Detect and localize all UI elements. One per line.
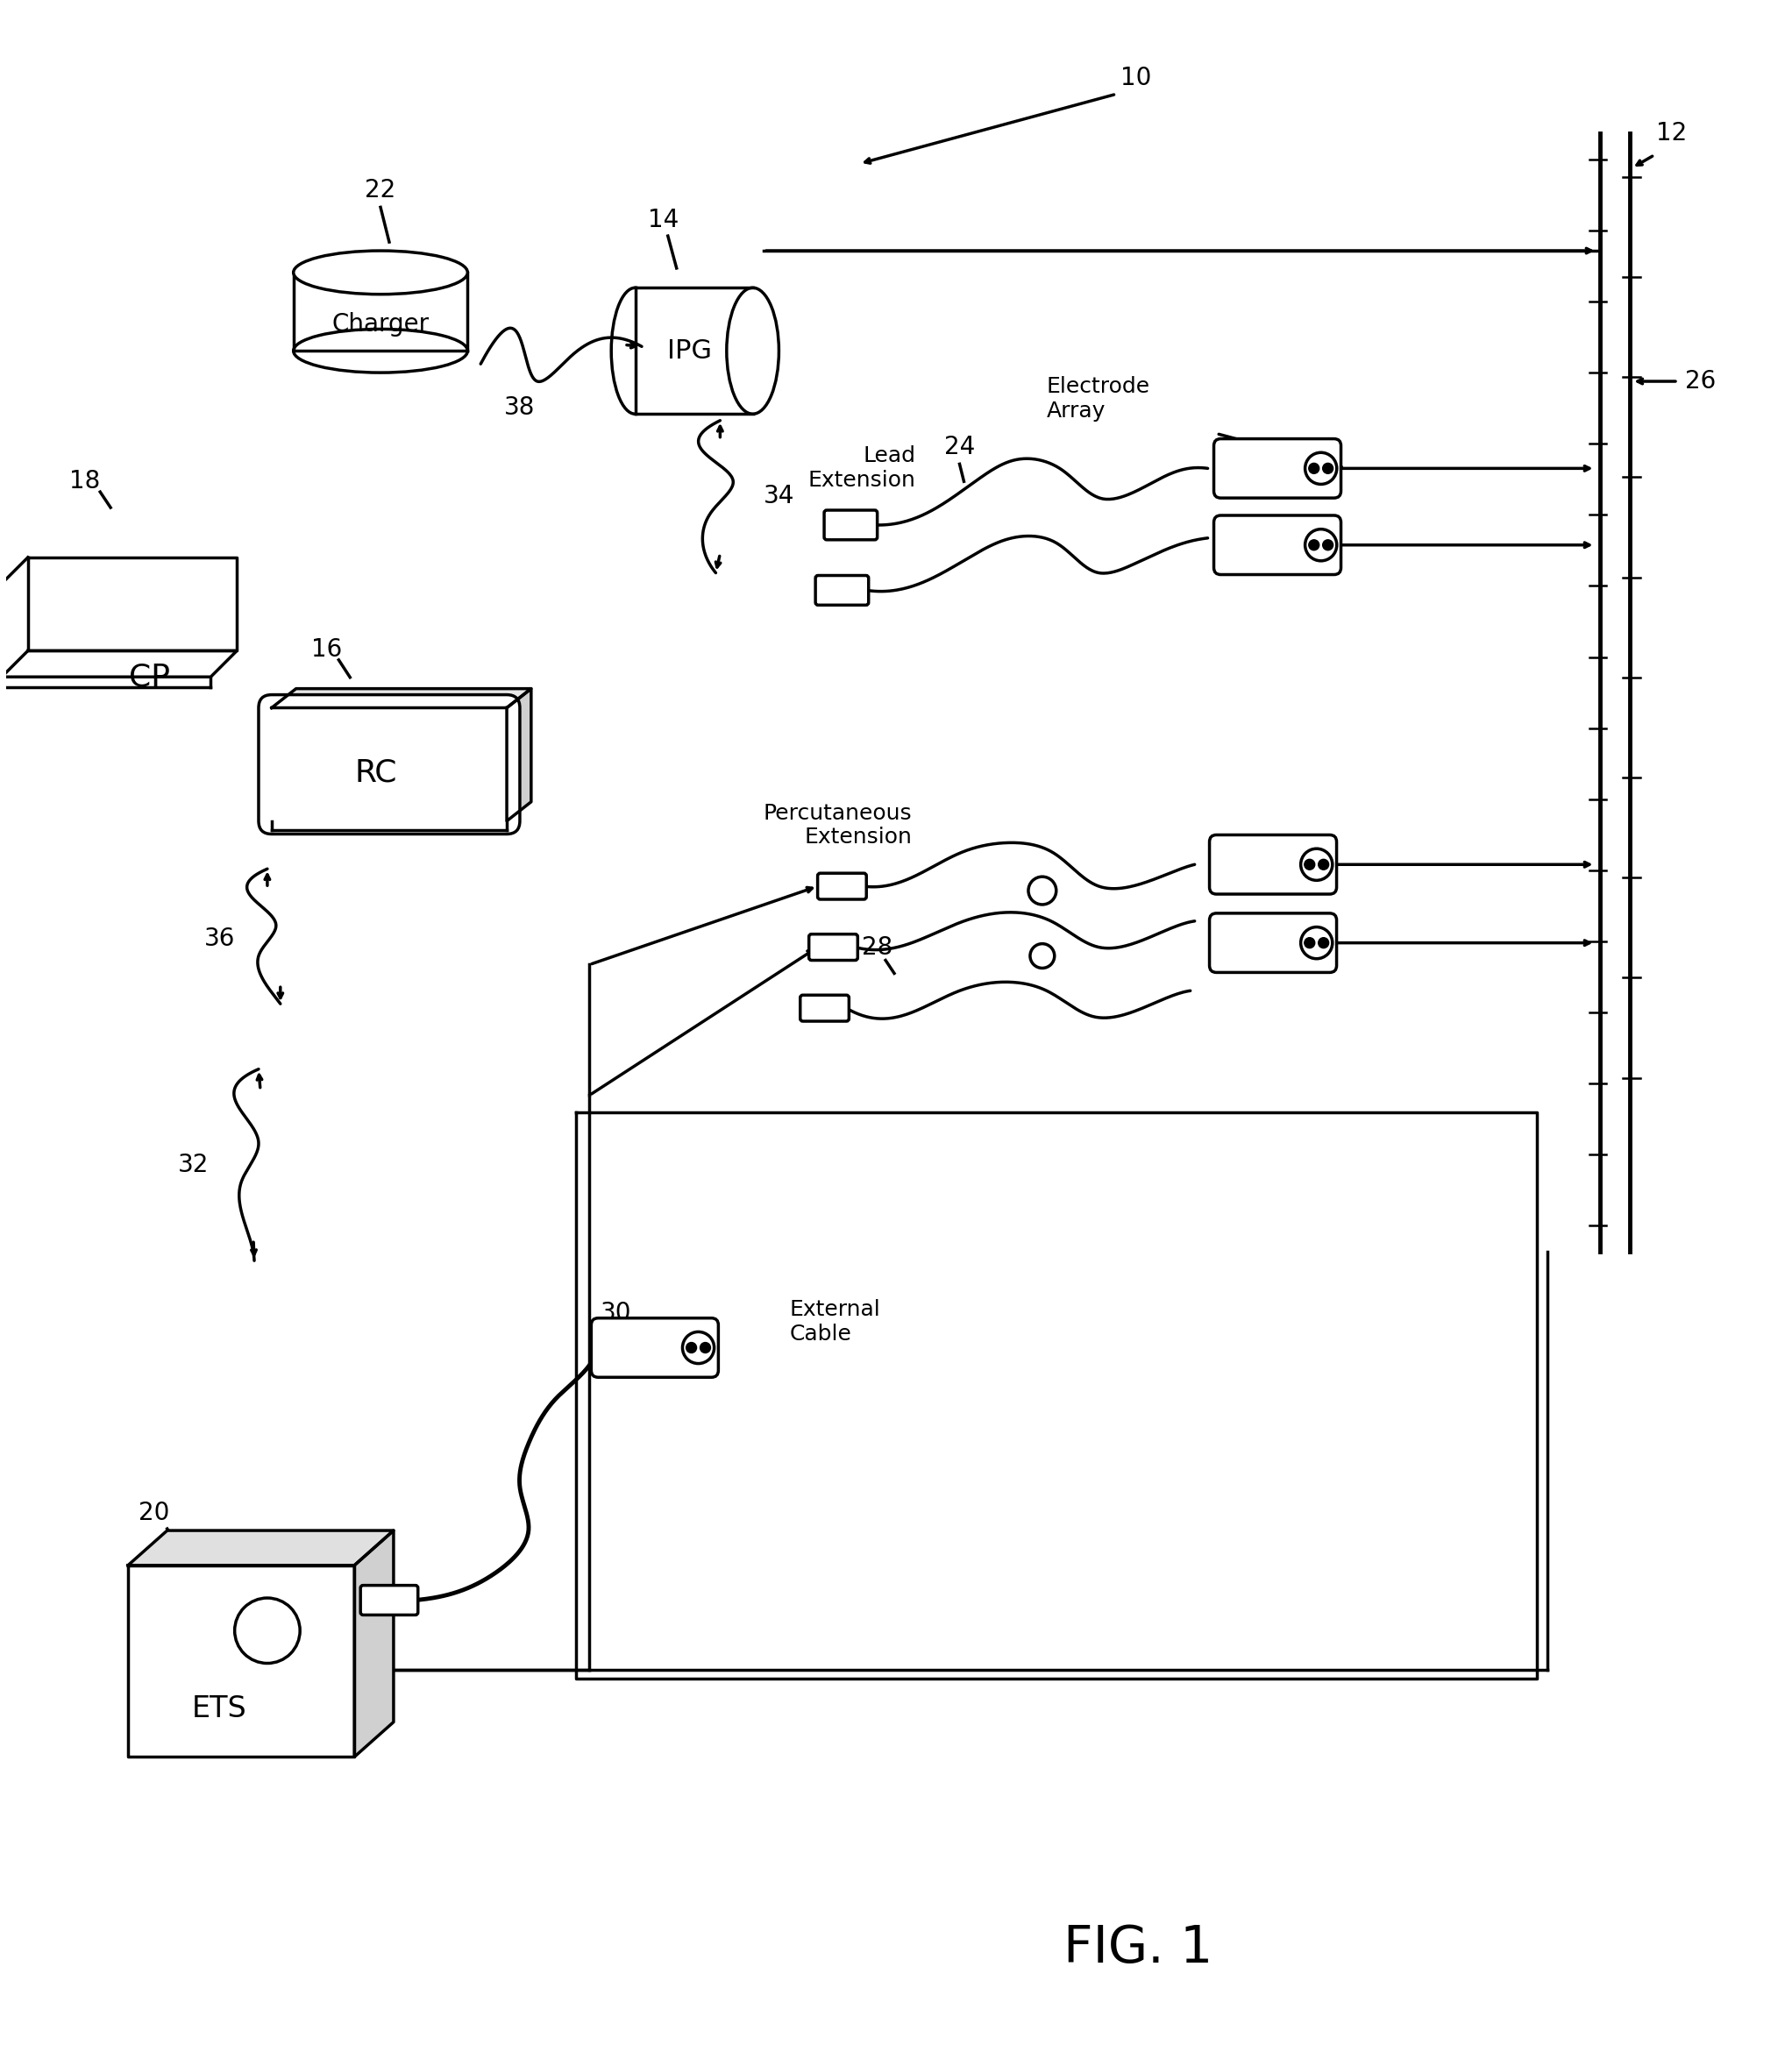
Text: IPG: IPG xyxy=(667,339,711,363)
FancyBboxPatch shape xyxy=(1213,515,1340,575)
Ellipse shape xyxy=(1319,938,1328,948)
Text: 32: 32 xyxy=(177,1153,210,1178)
Ellipse shape xyxy=(235,1599,299,1664)
Text: 38: 38 xyxy=(504,396,536,421)
FancyBboxPatch shape xyxy=(815,575,869,605)
Text: 20: 20 xyxy=(138,1500,170,1525)
Text: 14: 14 xyxy=(649,207,679,232)
Text: ETS: ETS xyxy=(192,1695,247,1724)
Text: 30: 30 xyxy=(600,1301,631,1326)
Ellipse shape xyxy=(1322,464,1333,474)
Bar xyxy=(294,273,468,351)
Polygon shape xyxy=(127,1531,394,1566)
Ellipse shape xyxy=(701,1342,711,1352)
Polygon shape xyxy=(2,650,237,677)
Ellipse shape xyxy=(294,250,468,293)
FancyBboxPatch shape xyxy=(591,1317,719,1377)
Text: External
Cable: External Cable xyxy=(790,1299,880,1344)
FancyBboxPatch shape xyxy=(1210,913,1337,973)
Text: 24: 24 xyxy=(944,435,975,460)
Text: 34: 34 xyxy=(763,484,794,509)
Ellipse shape xyxy=(1319,860,1328,870)
Ellipse shape xyxy=(1308,464,1319,474)
Text: Percutaneous
Extension: Percutaneous Extension xyxy=(763,802,912,847)
Polygon shape xyxy=(507,689,530,821)
Text: CP: CP xyxy=(129,663,170,692)
Ellipse shape xyxy=(1301,928,1333,958)
Ellipse shape xyxy=(1305,938,1315,948)
Text: 36: 36 xyxy=(204,925,235,950)
Ellipse shape xyxy=(1305,529,1337,560)
Text: RC: RC xyxy=(355,757,398,788)
Text: 26: 26 xyxy=(1684,369,1715,394)
Ellipse shape xyxy=(1301,850,1333,880)
Text: 10: 10 xyxy=(1120,66,1152,90)
Text: FIG. 1: FIG. 1 xyxy=(1063,1923,1213,1974)
Text: 12: 12 xyxy=(1656,121,1686,146)
Text: Lead
Extension: Lead Extension xyxy=(808,445,916,490)
FancyBboxPatch shape xyxy=(801,995,849,1022)
FancyBboxPatch shape xyxy=(1210,835,1337,895)
Polygon shape xyxy=(272,689,530,708)
FancyBboxPatch shape xyxy=(1213,439,1340,499)
FancyBboxPatch shape xyxy=(258,696,520,833)
Text: 16: 16 xyxy=(312,638,342,661)
Text: Electrode
Array: Electrode Array xyxy=(1047,376,1150,421)
Ellipse shape xyxy=(686,1342,697,1352)
Ellipse shape xyxy=(1030,944,1054,969)
FancyBboxPatch shape xyxy=(817,874,866,899)
FancyBboxPatch shape xyxy=(808,934,858,960)
Ellipse shape xyxy=(1322,540,1333,550)
Ellipse shape xyxy=(1308,540,1319,550)
Ellipse shape xyxy=(1305,860,1315,870)
Text: 28: 28 xyxy=(862,936,892,960)
Bar xyxy=(634,287,753,415)
Text: Charger: Charger xyxy=(332,312,430,337)
Ellipse shape xyxy=(1305,453,1337,484)
Polygon shape xyxy=(29,558,237,650)
FancyBboxPatch shape xyxy=(360,1586,418,1615)
Ellipse shape xyxy=(294,328,468,373)
Ellipse shape xyxy=(683,1332,715,1363)
Polygon shape xyxy=(355,1531,394,1757)
Ellipse shape xyxy=(611,287,659,415)
Ellipse shape xyxy=(726,287,780,415)
FancyBboxPatch shape xyxy=(824,511,878,540)
Text: 18: 18 xyxy=(70,470,100,495)
Polygon shape xyxy=(127,1566,355,1757)
Text: 22: 22 xyxy=(366,179,396,201)
Ellipse shape xyxy=(1029,876,1055,905)
